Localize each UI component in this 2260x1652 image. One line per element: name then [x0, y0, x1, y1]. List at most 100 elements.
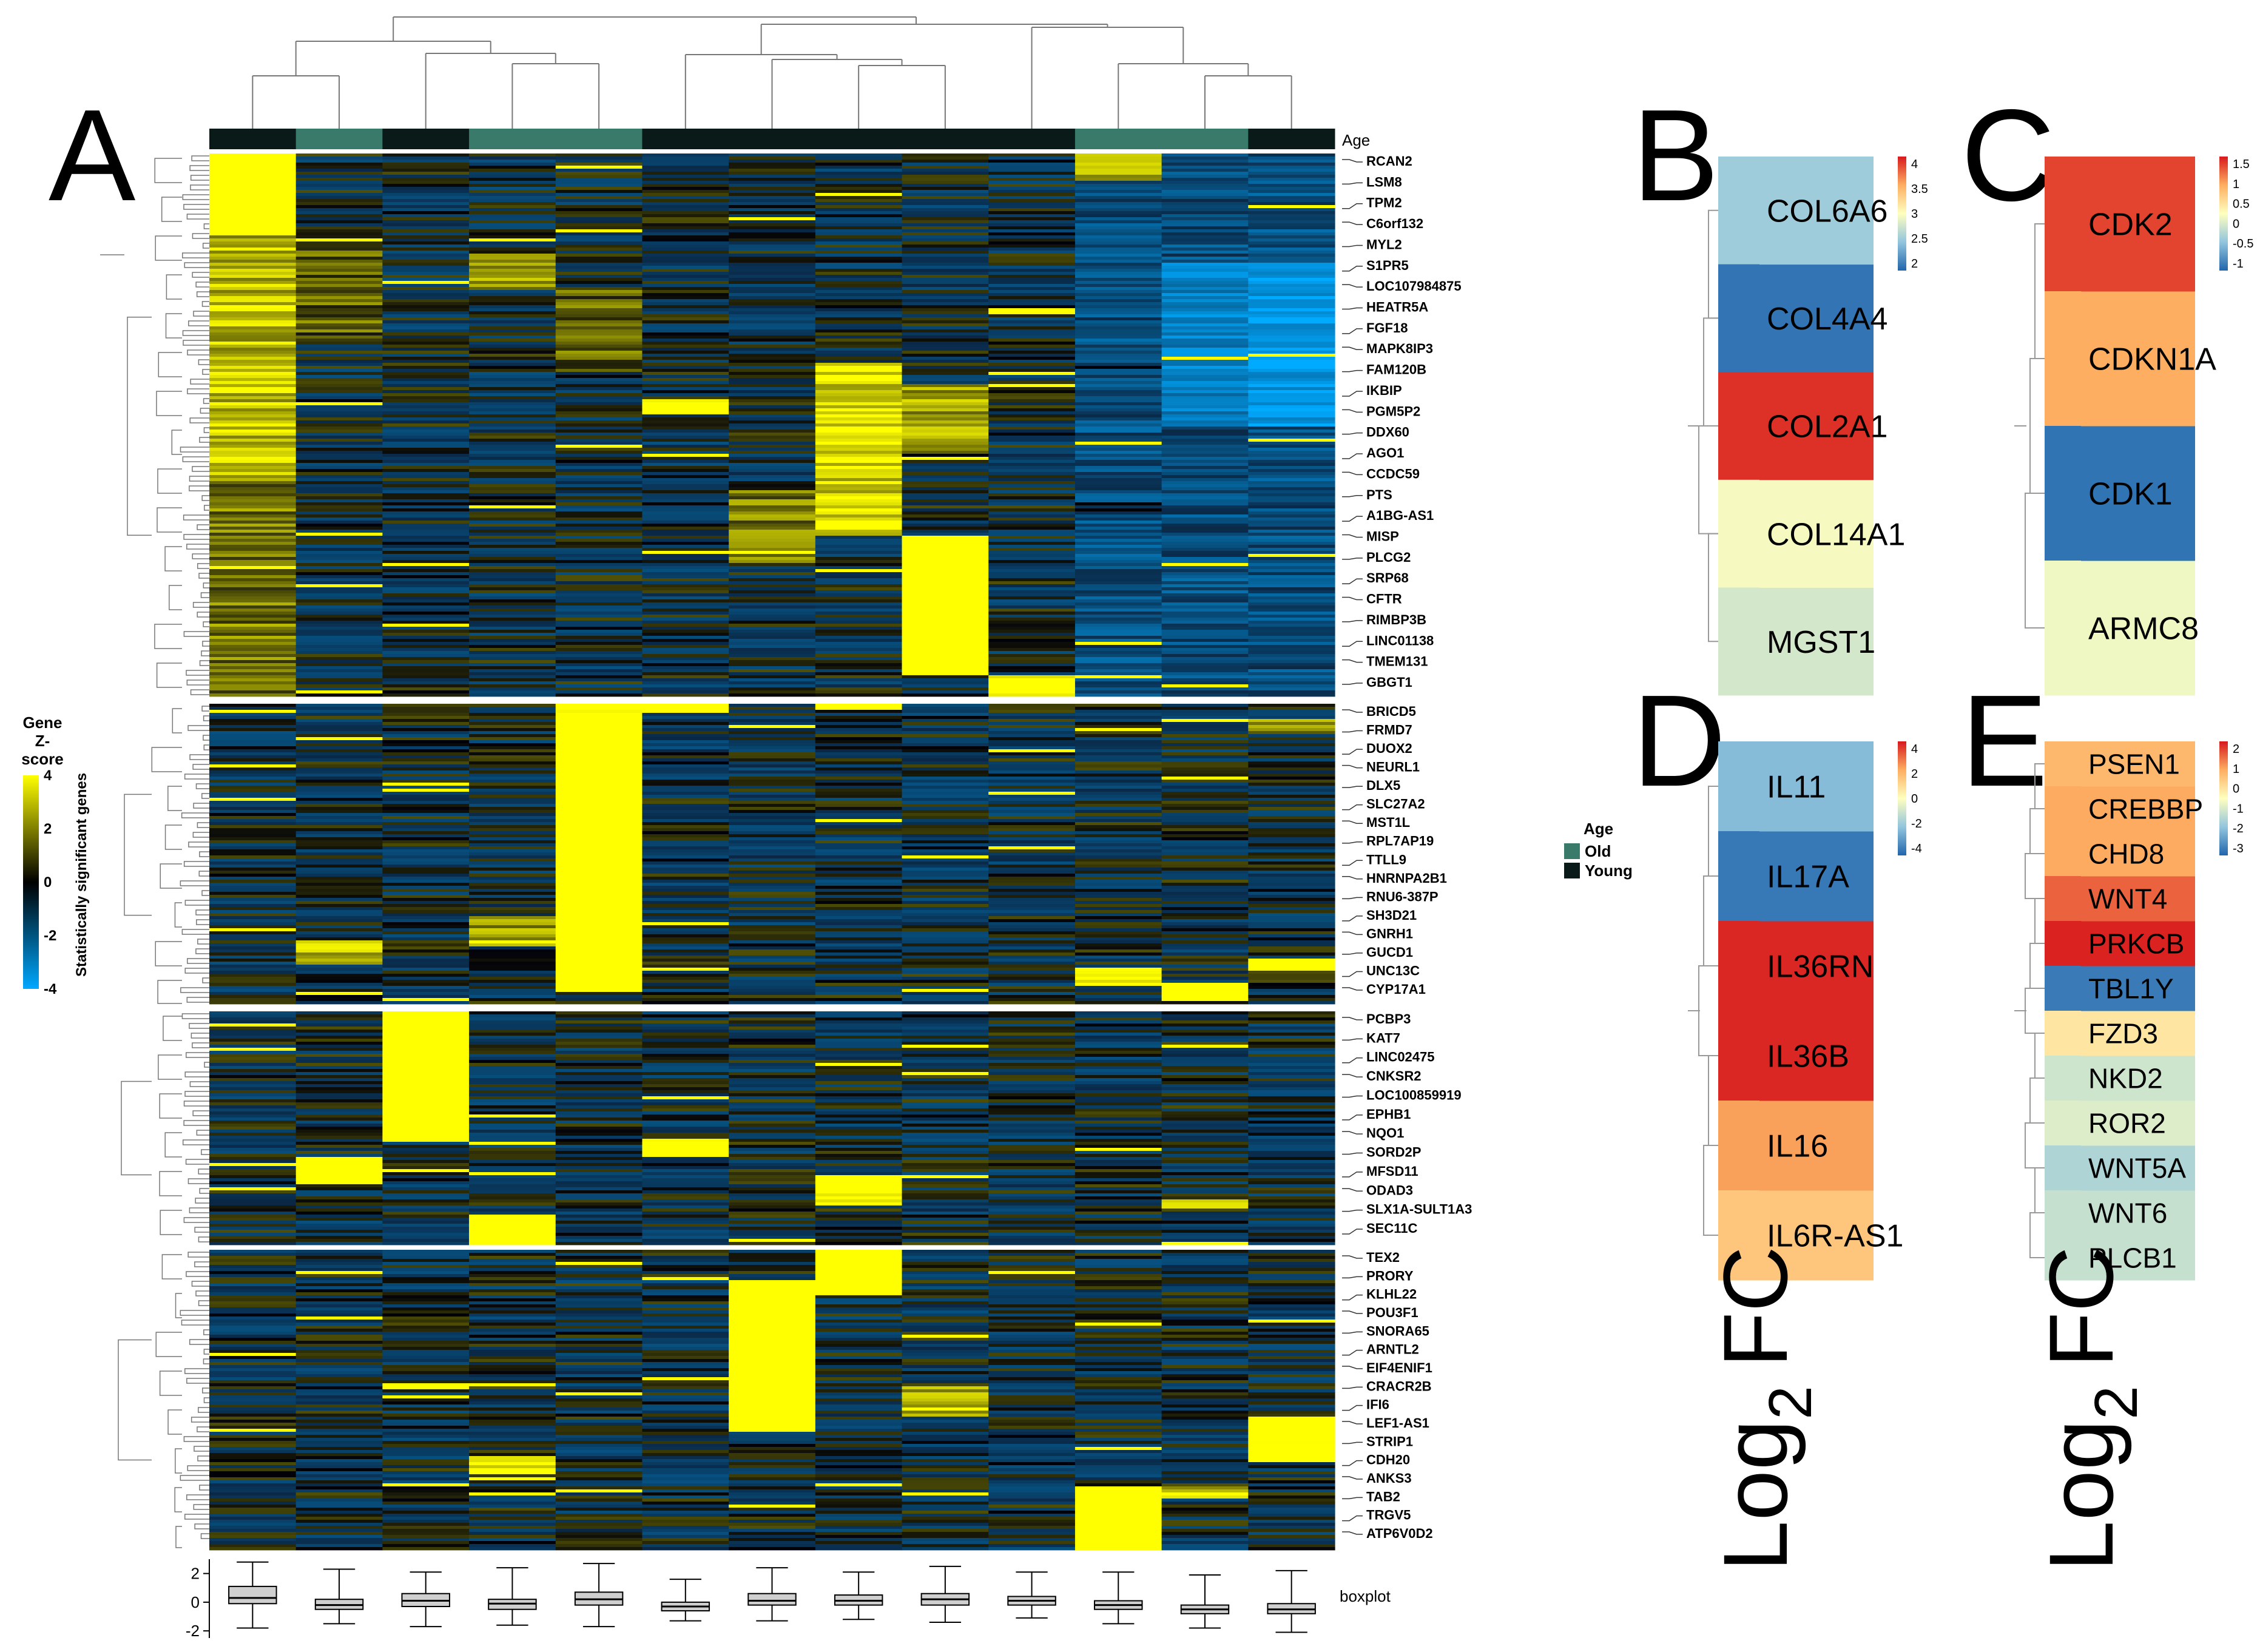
heatmap-cell [642, 1020, 729, 1024]
heatmap-cell [729, 326, 816, 330]
heatmap-cell [642, 1253, 729, 1256]
heatmap-cell [555, 305, 643, 309]
heatmap-cell [209, 636, 297, 639]
heatmap-cell [209, 1063, 297, 1067]
heatmap-cell [1248, 1202, 1335, 1206]
heatmap-cell [988, 260, 1076, 263]
heatmap-cell [815, 1151, 903, 1155]
heatmap-cell [642, 254, 729, 257]
heatmap-cell [642, 375, 729, 379]
heatmap-cell [209, 311, 297, 315]
heatmap-cell [988, 572, 1076, 576]
heatmap-cell [295, 1230, 383, 1233]
heatmap-cell [469, 575, 556, 579]
heatmap-cell [295, 384, 383, 388]
heatmap-cell [1161, 861, 1249, 865]
heatmap-cell [295, 889, 383, 892]
heatmap-cell [469, 874, 556, 877]
heatmap-cell [642, 1233, 729, 1236]
heatmap-cell [1161, 1202, 1249, 1206]
heatmap-cell [555, 804, 643, 807]
heatmap-cell [469, 642, 556, 646]
heatmap-cell [555, 281, 643, 285]
heatmap-cell [729, 946, 816, 950]
heatmap-cell [1074, 1090, 1162, 1094]
heatmap-cell [469, 1271, 556, 1275]
heatmap-cell [902, 995, 989, 999]
age-track-cell [988, 129, 1076, 149]
heatmap-cell [1161, 184, 1249, 187]
heatmap-cell [988, 1114, 1076, 1118]
dendrogram-branch [158, 1054, 182, 1080]
dendrogram-branch [195, 909, 209, 915]
heatmap-cell [988, 1030, 1076, 1033]
heatmap-cell [295, 767, 383, 771]
heatmap-cell [815, 849, 903, 853]
heatmap-cell [469, 666, 556, 670]
heatmap-cell [1074, 554, 1162, 558]
heatmap-cell [382, 895, 470, 898]
heatmap-cell [1161, 1227, 1249, 1230]
heatmap-cell [1074, 420, 1162, 424]
heatmap-cell [469, 457, 556, 460]
heatmap-cell [1074, 965, 1162, 968]
dendrogram-branch [186, 679, 209, 686]
heatmap-cell [902, 974, 989, 977]
heatmap-cell [729, 157, 816, 160]
heatmap-cell [209, 789, 297, 792]
heatmap-cell [902, 254, 989, 257]
heatmap-cell [815, 795, 903, 798]
heatmap-cell [469, 369, 556, 373]
heatmap-cell [469, 351, 556, 354]
heatmap-cell [1074, 1148, 1162, 1151]
heatmap-cell [555, 801, 643, 804]
heatmap-cell [382, 636, 470, 639]
heatmap-cell [1161, 196, 1249, 200]
heatmap-cell [295, 311, 383, 315]
heatmap-cell [1248, 913, 1335, 917]
heatmap-cell [642, 810, 729, 814]
heatmap-cell [902, 780, 989, 783]
heatmap-cell [209, 345, 297, 348]
heatmap-cell [1248, 968, 1335, 971]
heatmap-cell [382, 1190, 470, 1194]
heatmap-cell [555, 323, 643, 327]
heatmap-cell [988, 475, 1076, 479]
heatmap-cell [1074, 375, 1162, 379]
heatmap-cell [902, 181, 989, 184]
heatmap-cell [902, 737, 989, 741]
heatmap-cell [988, 889, 1076, 892]
heatmap-cell [902, 284, 989, 288]
heatmap-cell [1074, 916, 1162, 920]
heatmap-cell [815, 789, 903, 792]
heatmap-cell [1161, 269, 1249, 272]
heatmap-cell [642, 241, 729, 245]
heatmap-cell [555, 777, 643, 780]
heatmap-cell [729, 551, 816, 555]
heatmap-cell [988, 290, 1076, 294]
heatmap-cell [1074, 329, 1162, 333]
heatmap-cell [295, 1283, 383, 1287]
heatmap-cell [729, 536, 816, 539]
heatmap-cell [295, 690, 383, 694]
heatmap-cell [555, 363, 643, 366]
heatmap-cell [1161, 542, 1249, 545]
heatmap-cell [988, 825, 1076, 829]
heatmap-cell [902, 384, 989, 388]
heatmap-cell [1074, 232, 1162, 236]
heatmap-cell [729, 728, 816, 732]
heatmap-cell [988, 481, 1076, 485]
heatmap-cell [988, 764, 1076, 768]
dendrogram-branch [195, 282, 209, 288]
heatmap-cell [729, 499, 816, 503]
heatmap-cell [295, 445, 383, 448]
heatmap-cell [1248, 196, 1335, 200]
heatmap-cell [469, 1242, 556, 1246]
heatmap-cell [555, 825, 643, 829]
heatmap-cell [1248, 223, 1335, 227]
heatmap-cell [815, 545, 903, 548]
heatmap-cell [729, 266, 816, 269]
dendrogram-branch [202, 243, 209, 249]
heatmap-cell [815, 217, 903, 221]
heatmap-cell [382, 244, 470, 248]
